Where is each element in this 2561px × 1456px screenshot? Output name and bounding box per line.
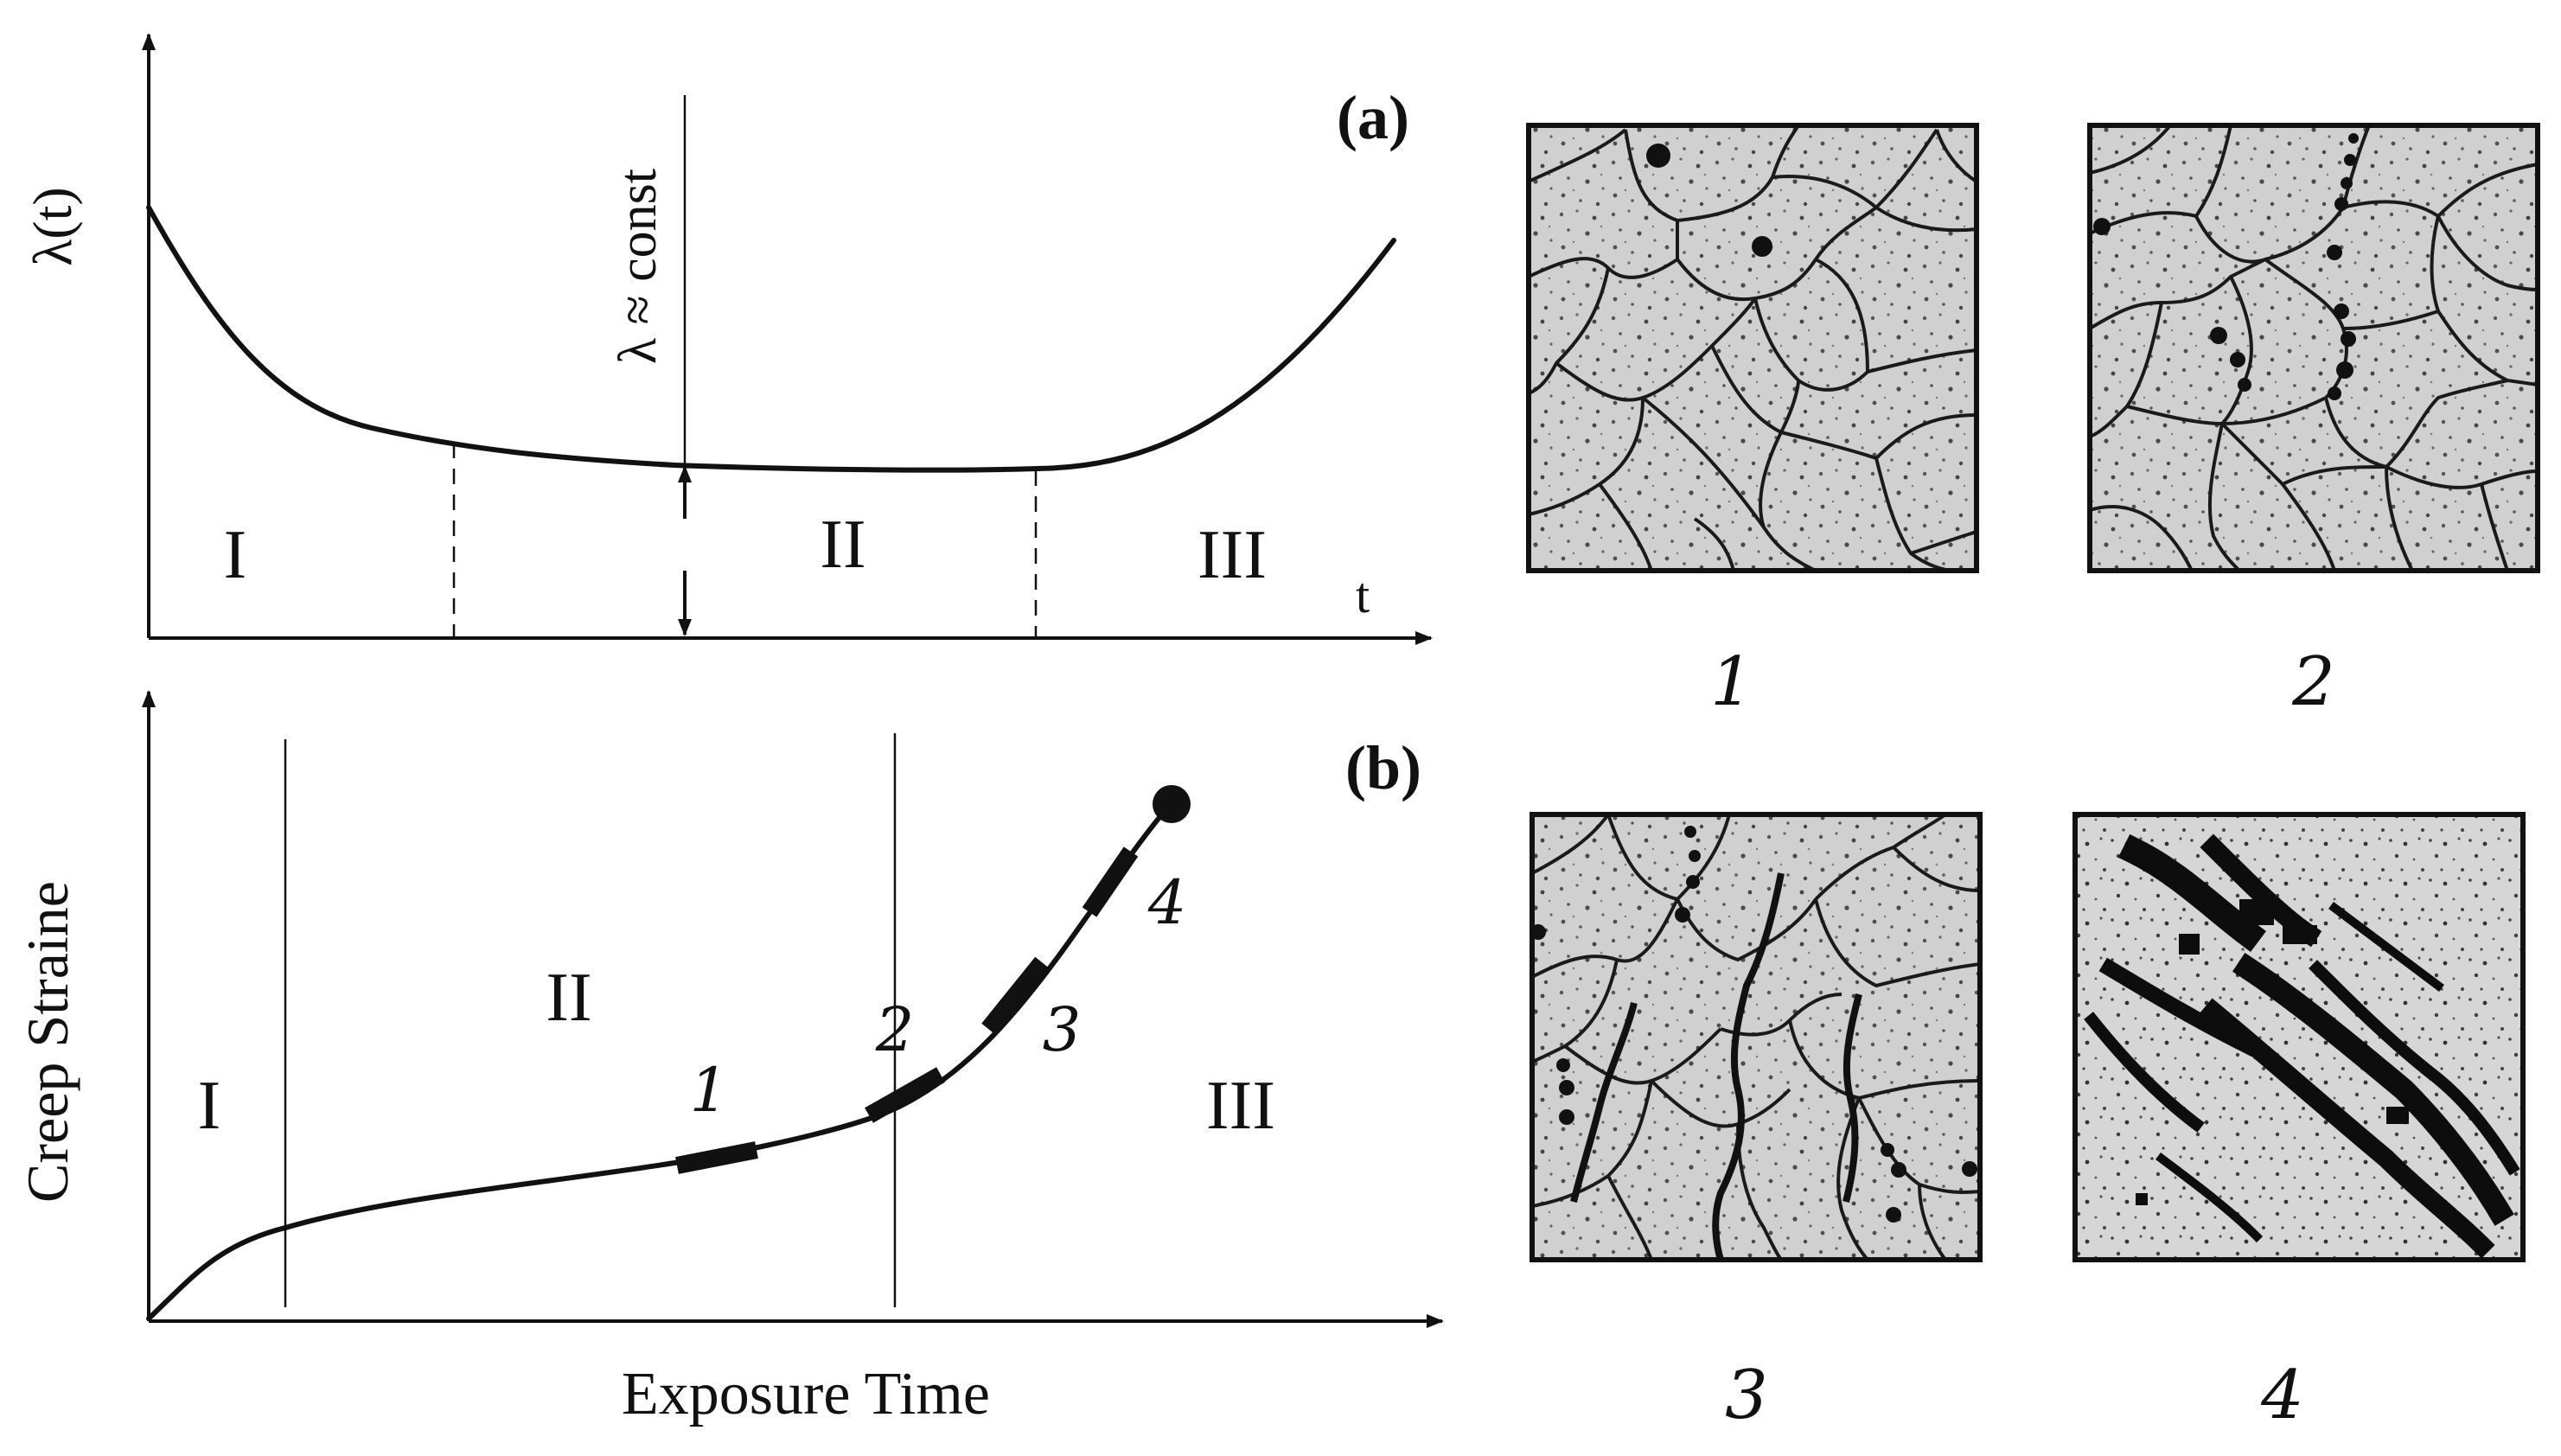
panel-a-xlabel: t (1356, 567, 1370, 623)
curve-label-2: 2 (875, 994, 915, 1065)
panel-a-stage-3: III (1197, 517, 1267, 593)
const-lambda-annotation: λ ≈ const (609, 169, 667, 364)
panel-a-ylabel: λ(t) (22, 187, 83, 265)
micrograph-4-crack-bands (2084, 833, 2520, 1259)
micrograph-label-3: 3 (1725, 1357, 1768, 1434)
creep-curve (146, 803, 1172, 1321)
panel-a-stage-1: I (224, 517, 247, 593)
micrograph-3 (1530, 812, 1983, 1262)
micrograph-2 (2087, 123, 2540, 573)
curve-mark-1 (675, 1141, 758, 1174)
micrograph-label-2: 2 (2291, 643, 2335, 721)
curve-label-3: 3 (1043, 994, 1082, 1065)
panel-a-tag: (a) (1337, 83, 1409, 152)
panel-b-tag: (b) (1345, 733, 1421, 802)
micrograph-2-background (2090, 125, 2538, 571)
panel-a: λ(t) t (a) λ ≈ const I II III (22, 33, 1433, 645)
micrograph-4-voids (2136, 899, 2409, 1205)
micrograph-1-cavity-1 (1646, 144, 1670, 168)
lambda-curve (146, 205, 1396, 473)
micrograph-1-frame (1526, 123, 1979, 573)
curve-mark-4 (1082, 846, 1139, 917)
micrograph-label-4: 4 (2260, 1357, 2304, 1434)
micrograph-1 (1526, 123, 1979, 573)
micrograph-3-background (1532, 814, 1980, 1260)
panel-b-stage-2: II (546, 960, 591, 1036)
panel-a-stage-2: II (820, 507, 865, 583)
micrograph-4-background (2075, 814, 2523, 1260)
curve-mark-3 (981, 956, 1049, 1035)
micrograph-3-grain-boundaries (1531, 813, 1981, 1261)
micrograph-4-frame (2072, 812, 2526, 1262)
curve-label-1: 1 (690, 1055, 729, 1126)
micrograph-2-frame (2087, 123, 2540, 573)
fracture-point (1153, 785, 1191, 823)
panel-b: Creep Straine Exposure Time (b) I II III… (15, 690, 1444, 1427)
micrograph-4 (2072, 812, 2526, 1262)
panel-b-ylabel: Creep Straine (15, 881, 80, 1203)
micrograph-1-cavity-2 (1752, 236, 1772, 257)
curve-label-4: 4 (1147, 867, 1187, 938)
panel-b-stage-3: III (1206, 1068, 1275, 1144)
micrograph-1-grain-boundaries (1528, 124, 1978, 572)
micrograph-3-frame (1530, 812, 1983, 1262)
panel-b-xlabel: Exposure Time (622, 1361, 990, 1427)
micrograph-3-cracks (1570, 872, 1862, 1261)
micrograph-3-cavities (1530, 826, 1977, 1223)
micrograph-2-grain-boundaries (2088, 124, 2539, 572)
curve-mark-2 (865, 1067, 945, 1123)
micrograph-1-background (1529, 125, 1977, 571)
micrograph-label-1: 1 (1710, 643, 1753, 721)
panel-b-stage-1: I (198, 1068, 221, 1144)
micrograph-2-cavity-chain (2093, 133, 2359, 400)
